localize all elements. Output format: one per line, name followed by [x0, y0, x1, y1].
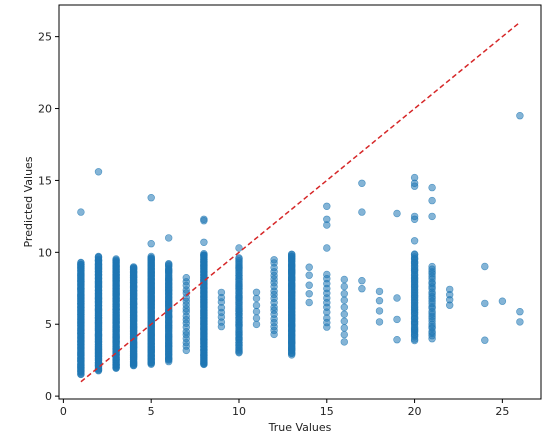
data-point: [393, 336, 401, 344]
data-point: [446, 285, 454, 294]
data-point: [270, 256, 278, 264]
data-point: [252, 320, 261, 329]
x-tick-label: 15: [320, 405, 334, 418]
data-point: [340, 330, 348, 339]
data-point: [340, 303, 348, 311]
data-point: [129, 263, 138, 271]
data-point: [340, 317, 348, 325]
data-point: [340, 310, 348, 318]
data-point: [428, 212, 436, 221]
data-point: [410, 212, 419, 221]
y-tick-label: 0: [45, 390, 52, 403]
data-point: [112, 255, 120, 263]
data-point: [340, 338, 348, 346]
data-point: [323, 215, 331, 224]
data-point: [77, 258, 85, 267]
y-tick-label: 10: [38, 246, 52, 259]
data-point: [375, 307, 384, 315]
data-point: [165, 260, 173, 268]
data-point: [252, 294, 261, 303]
data-point: [252, 314, 261, 322]
data-point: [340, 282, 348, 291]
data-point: [305, 281, 313, 289]
data-point: [428, 262, 436, 271]
x-tick-label: 25: [495, 405, 509, 418]
y-tick-label: 20: [38, 103, 52, 116]
data-point: [200, 238, 208, 247]
reference-line-layer: [80, 21, 521, 383]
data-point: [200, 215, 208, 224]
data-point: [498, 297, 507, 305]
x-tick-label: 5: [148, 405, 155, 418]
x-axis-label: True Values: [268, 421, 332, 434]
x-tick-label: 20: [408, 405, 422, 418]
data-point: [252, 307, 261, 316]
data-point: [305, 271, 313, 279]
data-point: [410, 173, 419, 182]
data-point: [393, 315, 401, 324]
data-point: [252, 301, 261, 310]
data-point: [375, 287, 384, 296]
data-point: [340, 290, 348, 298]
data-point: [516, 318, 524, 326]
data-point: [375, 297, 384, 305]
x-ticks: 0 5 10 15 20 25: [60, 399, 509, 418]
reference-line: [80, 21, 521, 383]
data-point: [182, 274, 191, 282]
y-tick-label: 15: [38, 174, 52, 187]
data-point: [481, 262, 489, 271]
points-layer: [77, 111, 524, 379]
data-point: [481, 336, 489, 344]
data-point: [305, 290, 313, 298]
data-point: [358, 285, 366, 293]
data-point: [147, 252, 155, 261]
data-point: [305, 298, 313, 307]
data-point: [235, 244, 243, 252]
y-tick-label: 5: [45, 318, 52, 331]
data-point: [410, 250, 419, 258]
data-point: [340, 275, 348, 284]
y-tick-label: 25: [38, 31, 52, 44]
data-point: [200, 250, 208, 258]
data-point: [147, 240, 155, 248]
data-point: [252, 288, 261, 296]
data-point: [393, 294, 401, 302]
x-tick-label: 10: [232, 405, 246, 418]
y-axis-label: Predicted Values: [22, 156, 35, 247]
data-point: [358, 208, 366, 216]
data-point: [94, 252, 103, 261]
plot-frame: [58, 4, 542, 400]
data-point: [340, 324, 348, 332]
data-point: [147, 194, 155, 202]
y-ticks: 0 5 10 15 20 25: [38, 31, 59, 403]
x-tick-label: 0: [60, 405, 67, 418]
data-point: [288, 250, 296, 259]
data-point: [481, 299, 489, 308]
data-point: [375, 318, 384, 326]
data-point: [305, 263, 313, 271]
data-point: [393, 209, 401, 218]
data-point: [516, 308, 524, 316]
data-point: [410, 237, 419, 245]
data-point: [165, 234, 173, 242]
data-point: [235, 254, 243, 262]
data-point: [516, 111, 524, 120]
data-point: [217, 288, 226, 297]
data-point: [358, 179, 366, 188]
data-point: [323, 202, 331, 211]
data-point: [323, 270, 331, 279]
data-point: [358, 277, 366, 285]
data-point: [94, 168, 103, 176]
data-point: [323, 244, 331, 252]
data-point: [428, 196, 436, 205]
data-point: [340, 296, 348, 304]
data-point: [428, 183, 436, 192]
data-point: [77, 208, 85, 216]
